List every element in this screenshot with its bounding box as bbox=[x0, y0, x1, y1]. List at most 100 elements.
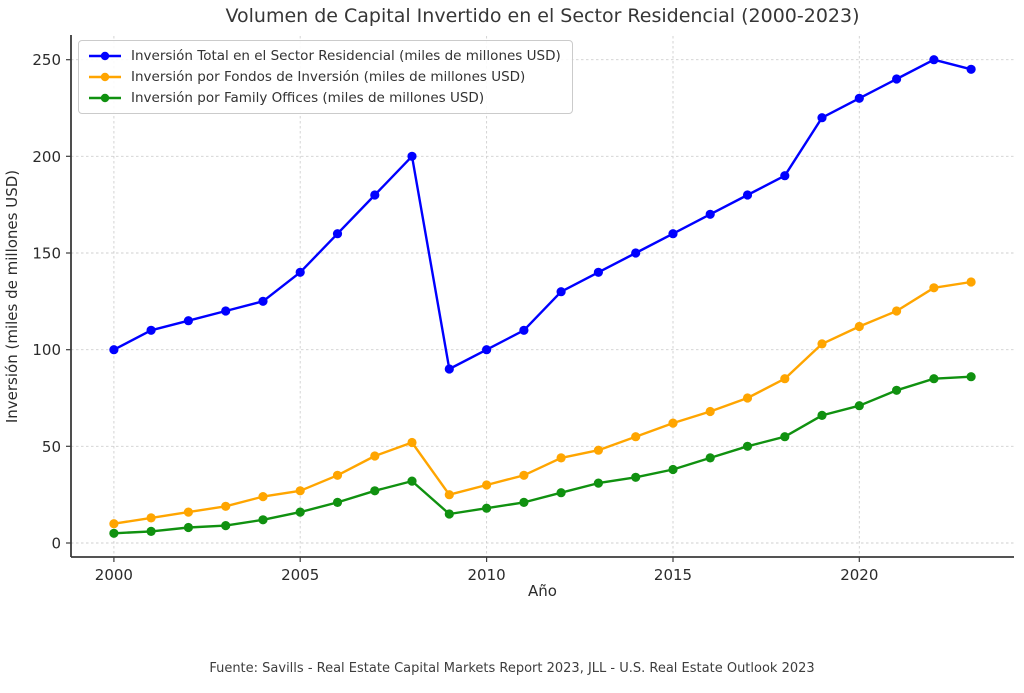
data-point bbox=[631, 472, 641, 482]
data-point bbox=[668, 229, 678, 239]
y-tick-label: 150 bbox=[32, 245, 61, 263]
data-point bbox=[146, 325, 156, 335]
data-point bbox=[668, 418, 678, 428]
x-tick-label: 2005 bbox=[281, 566, 319, 584]
data-point bbox=[146, 526, 156, 537]
data-point bbox=[332, 229, 343, 239]
data-point bbox=[593, 267, 604, 277]
legend-item: Inversión Total en el Sector Residencial… bbox=[87, 48, 561, 64]
x-axis-label: Año bbox=[528, 582, 557, 600]
data-point bbox=[780, 374, 790, 384]
data-point bbox=[780, 432, 790, 442]
series-line-1 bbox=[113, 280, 972, 525]
data-point bbox=[817, 113, 827, 123]
data-point bbox=[444, 364, 454, 374]
data-point bbox=[482, 503, 492, 513]
data-point bbox=[482, 480, 492, 490]
y-tick-label: 50 bbox=[42, 438, 61, 456]
data-point bbox=[966, 277, 976, 287]
data-point bbox=[705, 406, 715, 417]
data-point bbox=[109, 528, 119, 538]
data-point bbox=[370, 190, 380, 200]
data-point bbox=[705, 209, 715, 219]
series-line-0 bbox=[113, 58, 972, 371]
x-tick-label: 2000 bbox=[95, 566, 133, 584]
y-tick-label: 100 bbox=[32, 341, 61, 359]
data-point bbox=[892, 74, 902, 84]
data-point bbox=[183, 507, 193, 517]
data-point bbox=[556, 287, 566, 297]
data-point bbox=[668, 464, 678, 475]
legend-marker-icon bbox=[89, 72, 121, 82]
data-point bbox=[444, 490, 454, 500]
data-point bbox=[742, 190, 753, 200]
y-tick-label: 200 bbox=[32, 148, 61, 166]
data-point bbox=[854, 321, 864, 332]
data-point bbox=[332, 497, 343, 507]
data-point bbox=[966, 372, 976, 382]
data-point bbox=[892, 306, 902, 316]
data-point bbox=[593, 478, 604, 488]
data-point bbox=[295, 507, 305, 517]
data-point bbox=[631, 248, 641, 258]
x-tick-label: 2020 bbox=[840, 566, 878, 584]
data-point bbox=[146, 513, 156, 523]
data-point bbox=[221, 306, 231, 316]
data-point bbox=[966, 64, 976, 74]
data-point bbox=[556, 453, 566, 463]
data-point bbox=[519, 497, 529, 507]
legend-marker-icon bbox=[89, 51, 121, 61]
data-point bbox=[407, 476, 417, 486]
legend: Inversión Total en el Sector Residencial… bbox=[78, 40, 573, 114]
data-point bbox=[929, 55, 939, 65]
x-tick-label: 2015 bbox=[654, 566, 692, 584]
data-point bbox=[258, 492, 268, 502]
data-point bbox=[407, 437, 417, 448]
data-point bbox=[370, 451, 380, 461]
data-point bbox=[183, 522, 193, 533]
data-point bbox=[556, 488, 566, 498]
y-axis-label: Inversión (miles de millones USD) bbox=[3, 170, 21, 423]
data-point bbox=[258, 296, 268, 306]
data-point bbox=[183, 316, 193, 326]
data-point bbox=[892, 385, 902, 395]
legend-marker-icon bbox=[89, 93, 121, 103]
legend-label: Inversión por Fondos de Inversión (miles… bbox=[131, 69, 526, 85]
legend-label: Inversión por Family Offices (miles de m… bbox=[131, 90, 485, 106]
data-point bbox=[258, 515, 268, 525]
data-point bbox=[929, 283, 939, 293]
data-point bbox=[817, 339, 827, 349]
y-tick-label: 0 bbox=[51, 535, 61, 553]
data-point bbox=[407, 151, 417, 161]
data-point bbox=[109, 519, 119, 529]
data-point bbox=[295, 267, 305, 277]
data-point bbox=[631, 432, 641, 442]
legend-item: Inversión por Family Offices (miles de m… bbox=[87, 90, 561, 106]
data-point bbox=[332, 470, 343, 480]
data-point bbox=[519, 470, 529, 480]
legend-label: Inversión Total en el Sector Residencial… bbox=[131, 48, 561, 64]
data-point bbox=[370, 486, 380, 496]
data-point bbox=[221, 521, 231, 531]
series-line-2 bbox=[113, 375, 972, 535]
data-point bbox=[705, 453, 715, 463]
legend-item: Inversión por Fondos de Inversión (miles… bbox=[87, 69, 561, 85]
data-point bbox=[817, 410, 827, 420]
data-point bbox=[519, 325, 529, 335]
data-point bbox=[780, 171, 790, 181]
data-point bbox=[482, 345, 492, 355]
data-point bbox=[742, 441, 753, 451]
chart-title: Volumen de Capital Invertido en el Secto… bbox=[225, 5, 860, 27]
data-point bbox=[221, 501, 231, 511]
data-point bbox=[444, 509, 454, 519]
data-point bbox=[593, 445, 604, 455]
x-tick-label: 2010 bbox=[468, 566, 506, 584]
source-note: Fuente: Savills - Real Estate Capital Ma… bbox=[209, 661, 815, 676]
data-point bbox=[854, 401, 864, 411]
data-point bbox=[854, 93, 864, 103]
data-point bbox=[742, 393, 753, 403]
data-point bbox=[109, 345, 119, 355]
data-point bbox=[295, 486, 305, 496]
